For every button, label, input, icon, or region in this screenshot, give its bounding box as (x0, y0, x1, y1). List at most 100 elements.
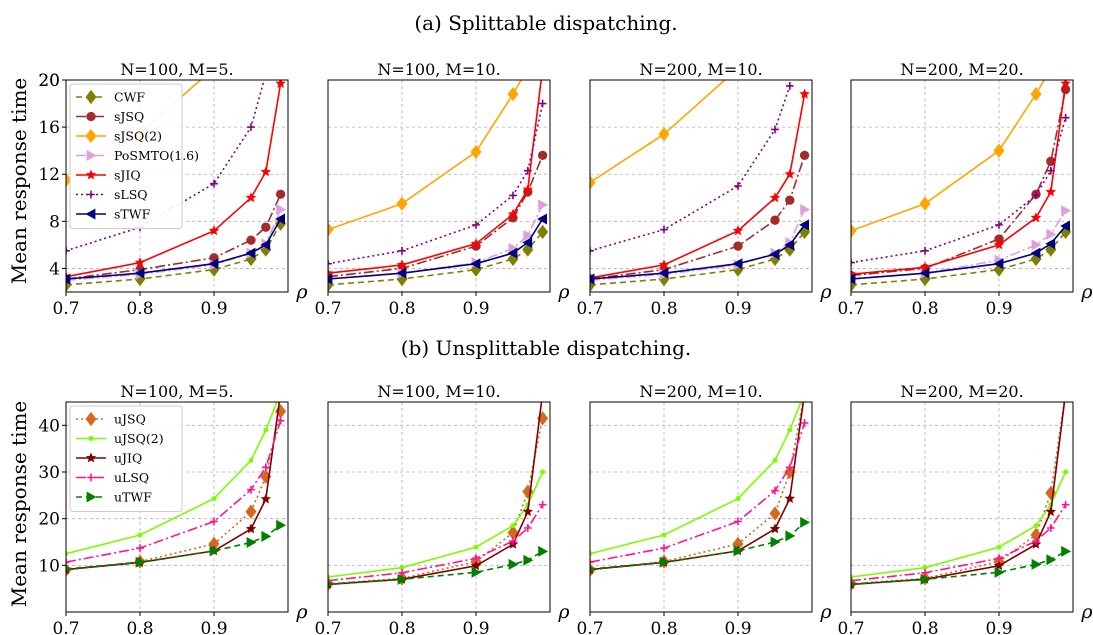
point-ujsq-2 (661, 532, 667, 538)
point-sjsq (246, 235, 256, 245)
point-sjsq-2 (396, 196, 408, 211)
point-ujsq-2 (66, 551, 69, 557)
panel-1-3: 0.7 0.8 0.9 ρ N=200, M=20. (837, 382, 1093, 635)
series-line-ujiq (851, 402, 1066, 586)
point-sjiq (784, 168, 795, 179)
point-slsq (660, 225, 668, 234)
axes-frame (65, 79, 289, 293)
point-sjiq (658, 259, 670, 270)
series-line-sjiq (851, 83, 1067, 276)
point-utwf (135, 556, 146, 568)
legend-label-sjsq: sJSQ (114, 109, 144, 124)
point-stwf (134, 267, 145, 279)
point-stwf (470, 258, 481, 270)
y-tick-label: 10 (38, 556, 60, 576)
point-utwf (920, 573, 931, 585)
point-stwf (590, 273, 595, 285)
point-utwf (770, 536, 781, 548)
point-sjiq (1060, 80, 1071, 88)
panel-title: N=100, M=10. (377, 382, 500, 401)
point-utwf (328, 580, 334, 588)
x-tick-label: 0.8 (388, 619, 415, 635)
point-stwf (1045, 238, 1056, 250)
axes-frame (327, 79, 551, 293)
point-ujsq-2 (787, 427, 793, 433)
axes-frame (589, 401, 813, 613)
point-sjsq (799, 150, 810, 161)
point-stwf (245, 247, 256, 259)
point-ujsq-2 (735, 496, 741, 502)
point-ujsq (769, 506, 781, 521)
point-stwf (1060, 220, 1070, 232)
row-a-ylabel: Mean response time (7, 78, 31, 285)
point-slsq (785, 82, 794, 90)
axes-frame (65, 401, 289, 613)
series-line-utwf (590, 521, 806, 570)
point-stwf (769, 248, 780, 260)
panel-title: N=100, M=5. (120, 60, 233, 79)
x-tick-label: 0.9 (462, 619, 489, 635)
point-ujsq-2 (590, 551, 593, 557)
point-ujsq-2 (399, 565, 405, 571)
point-utwf (538, 545, 549, 557)
point-stwf (732, 258, 743, 270)
point-ujsq (799, 386, 810, 400)
point-posmto-1-6 (1061, 205, 1072, 217)
x-tick-label: 0.9 (200, 619, 227, 635)
x-tick-label: 0.7 (576, 299, 603, 319)
legend-marker-posmto-1-6 (86, 150, 97, 161)
point-slsq (851, 258, 855, 267)
point-slsq (921, 246, 929, 255)
point-sjsq-2 (507, 86, 519, 102)
legend-label-sjiq: sJIQ (114, 168, 141, 183)
panels: 0.7 0.8 0.9 ρ 4 8 12 16 20 20 N=100, M=5. CWF sJSQ sJ… (38, 60, 1093, 635)
point-ulsq (800, 419, 809, 427)
point-sjiq (134, 257, 146, 267)
series-group (66, 80, 287, 292)
point-sjsq-2 (522, 61, 533, 75)
y-tick-label: 16 (38, 118, 60, 138)
point-stwf (1030, 247, 1041, 259)
point-utwf (261, 530, 272, 542)
legend-label-slsq: sLSQ (114, 187, 148, 202)
series-line-ujiq (328, 402, 543, 586)
panel-1-1: 0.7 0.8 0.9 ρ N=100, M=10. (314, 382, 570, 635)
point-sjsq (261, 222, 271, 232)
point-sjiq (396, 259, 408, 270)
point-utwf (471, 566, 482, 578)
row-b-title: (b) Unsplittable dispatching. (401, 336, 692, 360)
point-ujsq-2 (802, 390, 807, 395)
point-sjsq-2 (1030, 86, 1042, 102)
point-ujsq (784, 464, 796, 480)
point-stwf (919, 267, 930, 279)
point-ujsq-2 (996, 544, 1002, 550)
series-line-sjsq (66, 193, 282, 280)
x-axis-label: ρ (1080, 281, 1093, 303)
series-line-ujsq-2 (328, 471, 544, 578)
point-slsq (472, 221, 480, 229)
x-tick-label: 0.8 (126, 299, 153, 319)
point-sjsq-2 (328, 222, 334, 237)
point-ujsq-2 (263, 427, 269, 433)
point-sjsq-2 (470, 144, 482, 159)
series-line-slsq (851, 117, 1067, 264)
point-stwf (260, 239, 271, 251)
point-ulsq (771, 486, 779, 495)
y-tick-label: 20 (38, 510, 60, 530)
series-line-sjiq (66, 83, 282, 278)
y-tick-label: 20 (38, 71, 60, 91)
series-line-ulsq (851, 504, 1067, 582)
point-posmto-1-6 (538, 199, 549, 211)
panel-title: N=100, M=10. (377, 60, 500, 79)
x-tick-label: 0.7 (837, 299, 864, 319)
point-ulsq (509, 537, 517, 545)
x-tick-label: 0.7 (314, 619, 341, 635)
point-slsq (734, 182, 742, 190)
series-group (851, 80, 1072, 292)
point-ujsq (1060, 386, 1071, 400)
series-line-sjsq (590, 155, 806, 280)
point-utwf (1031, 558, 1042, 570)
point-stwf (328, 273, 333, 285)
axes-frame (850, 79, 1074, 293)
